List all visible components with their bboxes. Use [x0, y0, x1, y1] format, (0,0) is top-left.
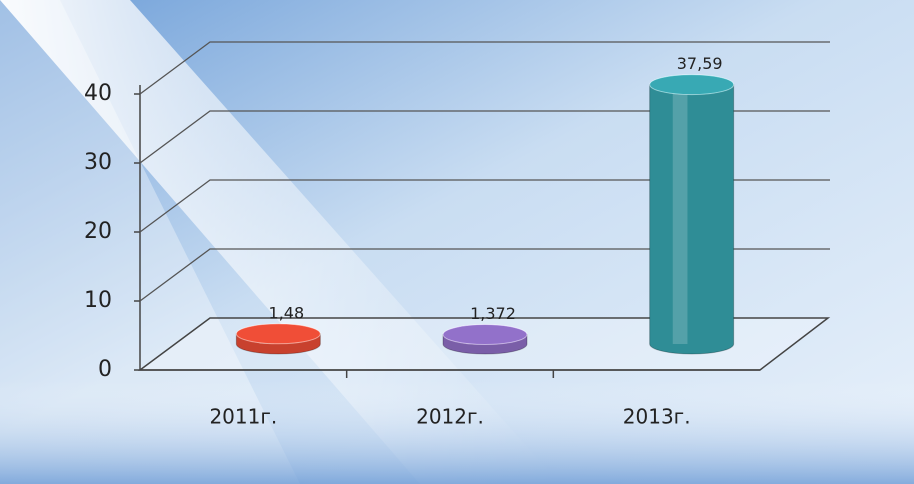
value-label: 37,59 [677, 54, 723, 73]
cylinder-top [235, 323, 321, 345]
value-label: 1,372 [470, 304, 516, 323]
x-tick-label: 2013г. [623, 405, 691, 429]
cylinder-top [649, 74, 735, 96]
x-tick-label: 2012г. [416, 405, 484, 429]
grid-line [139, 179, 830, 233]
y-tick-label: 0 [98, 357, 112, 382]
x-tick-label: 2011г. [209, 405, 277, 429]
cylinder-bar [442, 324, 528, 355]
grid-line [139, 248, 830, 302]
y-tick-label: 10 [84, 288, 112, 313]
y-tick-label: 30 [84, 150, 112, 175]
cylinder-body [649, 84, 735, 355]
y-tick-label: 20 [84, 219, 112, 244]
cylinder-bar [649, 74, 735, 355]
grid-line [139, 41, 830, 95]
light-streak [0, 0, 300, 484]
y-tick-label: 40 [84, 81, 112, 106]
background-shade [0, 380, 914, 484]
cylinder-highlight [672, 84, 688, 344]
cylinder-top [442, 324, 528, 346]
grid-line [139, 110, 830, 164]
cylinder-bar [235, 323, 321, 355]
value-label: 1,48 [269, 303, 305, 322]
